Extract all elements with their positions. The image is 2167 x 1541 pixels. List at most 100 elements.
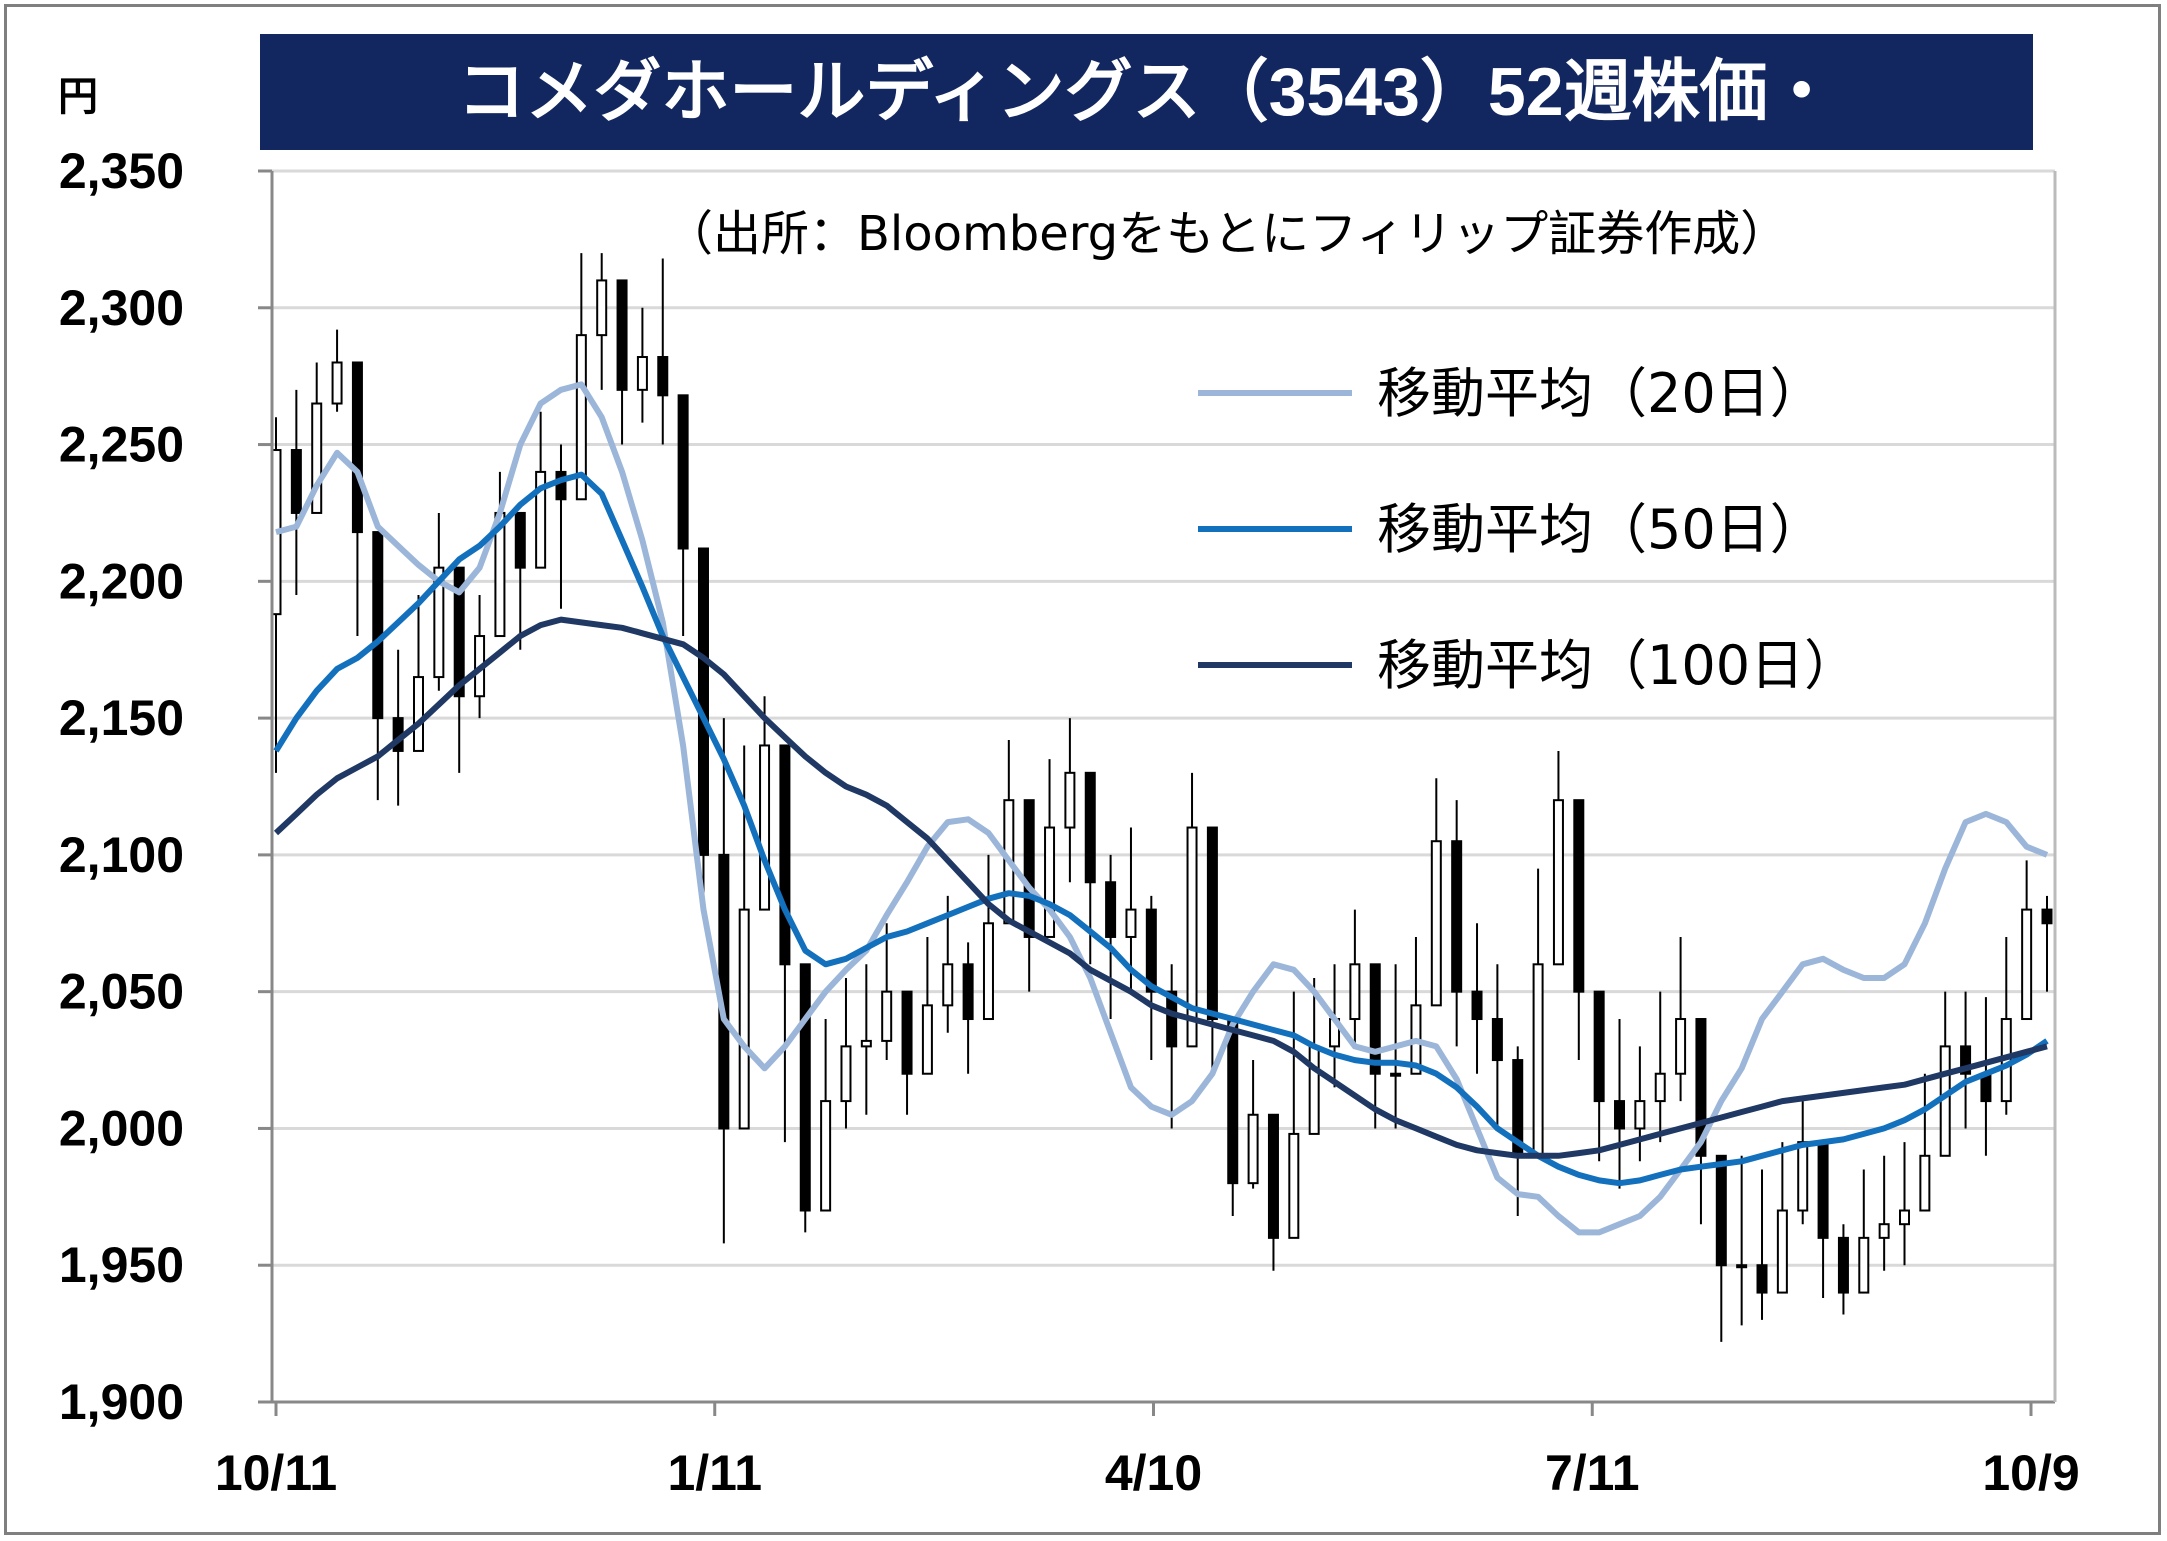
axes <box>258 169 2057 1416</box>
y-tick-label: 1,950 <box>59 1237 184 1293</box>
candle-body <box>1552 799 1564 966</box>
x-tick-label: 1/11 <box>667 1445 762 1501</box>
candle-body <box>860 1039 872 1048</box>
y-unit-label: 円 <box>58 75 98 119</box>
candle-body <box>1105 881 1117 938</box>
x-tick-label: 10/11 <box>215 1445 337 1501</box>
candle-body <box>1573 799 1585 993</box>
candle-body <box>1390 1072 1402 1077</box>
candle-body <box>799 963 811 1212</box>
candle-body <box>1756 1264 1768 1294</box>
candle-body <box>1532 963 1544 1157</box>
candle-body <box>1899 1209 1911 1226</box>
y-tick-label: 2,050 <box>59 964 184 1020</box>
series-line-2 <box>273 471 2049 1187</box>
candle-body <box>1675 1018 1687 1075</box>
candle-body <box>982 922 994 1021</box>
y-tick-label: 2,100 <box>59 827 184 883</box>
candle-body <box>616 279 628 391</box>
candle-body <box>901 990 913 1075</box>
x-tick-label: 10/9 <box>1982 1445 2079 1501</box>
series-line-3 <box>273 616 2048 1159</box>
y-tick-label: 2,150 <box>59 690 184 746</box>
chart-frame <box>4 4 2161 1535</box>
candle-body <box>840 1045 852 1103</box>
title-bar: コメダホールディングス（3543）52週株価・ <box>260 34 2033 150</box>
candle-body <box>1186 826 1198 1048</box>
legend-label: 移動平均（100日） <box>1377 634 1858 697</box>
candle-body <box>1776 1209 1788 1294</box>
candle-body <box>881 990 893 1042</box>
legend-label: 移動平均（50日） <box>1377 498 1824 561</box>
candle-body <box>1145 908 1157 993</box>
candle-body <box>1166 990 1178 1048</box>
moving-average-lines <box>273 381 2049 1236</box>
candle-body <box>1715 1154 1727 1267</box>
candle-body <box>535 470 547 569</box>
candle-body <box>453 566 465 698</box>
candle-body <box>2021 908 2033 1021</box>
candle-body <box>331 361 343 405</box>
series-line-1 <box>275 381 2049 1236</box>
candle-body <box>596 279 608 337</box>
candle-body <box>779 744 791 966</box>
candle-body <box>820 1100 832 1212</box>
candle-body <box>1654 1072 1666 1103</box>
legend: 移動平均（20日） 移動平均（50日） 移動平均（100日） <box>1198 362 1858 697</box>
candle-body <box>1960 1045 1972 1075</box>
candle-body <box>1267 1113 1279 1239</box>
legend-label: 移動平均（20日） <box>1377 362 1824 425</box>
y-tick-label: 2,000 <box>59 1100 184 1156</box>
x-tick-label: 7/11 <box>1545 1445 1640 1501</box>
candle-body <box>942 963 954 1007</box>
candle-body <box>1451 840 1463 993</box>
candle-body <box>1084 771 1096 884</box>
tick-labels: 1,900 1,950 2,000 2,050 2,100 2,150 2,200 2,250… <box>59 143 2080 1501</box>
candle-body <box>1695 1018 1707 1157</box>
candle-body <box>1593 990 1605 1103</box>
source-note: （出所：Bloombergをもとにフィリップ証券作成） <box>665 206 1788 262</box>
candle-body <box>1064 771 1076 829</box>
candle-body <box>372 531 384 720</box>
candle-body <box>433 566 445 679</box>
candle-body <box>1369 963 1381 1075</box>
candle-body <box>657 356 669 397</box>
candle-body <box>1491 1018 1503 1062</box>
candle-body <box>1308 1045 1320 1135</box>
candle-body <box>514 511 526 569</box>
candle-body <box>351 361 363 534</box>
y-tick-label: 2,350 <box>59 143 184 199</box>
candle-body <box>697 547 709 856</box>
candle-body <box>738 908 750 1130</box>
y-tick-label: 2,300 <box>59 280 184 336</box>
candle-body <box>1837 1236 1849 1294</box>
candle-body <box>1736 1264 1748 1269</box>
candle-body <box>921 1004 933 1075</box>
y-tick-label: 2,250 <box>59 417 184 473</box>
gridlines <box>272 169 2055 1267</box>
candle-body <box>1044 826 1056 938</box>
chart-title: コメダホールディングス（3543）52週株価・ <box>457 54 1836 130</box>
candle-body <box>1797 1141 1809 1212</box>
candle-body <box>290 449 302 514</box>
candle-body <box>677 394 689 550</box>
candle-body <box>1227 1018 1239 1185</box>
candle-body <box>555 470 567 501</box>
candle-body <box>636 356 648 391</box>
candle-body <box>759 744 771 911</box>
candle-body <box>2041 908 2053 925</box>
candle-body <box>311 402 323 514</box>
candle-body <box>1471 990 1483 1021</box>
candle-body <box>1430 840 1442 1007</box>
candle-body <box>1614 1100 1626 1130</box>
candle-body <box>1858 1236 1870 1294</box>
candle-body <box>1817 1141 1829 1239</box>
candle-body <box>412 676 424 752</box>
y-tick-label: 2,200 <box>59 553 184 609</box>
candle-body <box>1919 1154 1931 1212</box>
candle-body <box>1288 1132 1300 1239</box>
candle-body <box>1878 1223 1890 1239</box>
x-tick-label: 4/10 <box>1105 1445 1202 1501</box>
candle-body <box>1247 1113 1259 1185</box>
